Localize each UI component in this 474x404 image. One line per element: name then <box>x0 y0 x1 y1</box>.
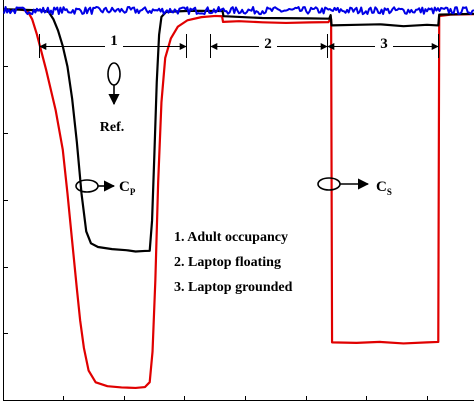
region-label-bg <box>259 34 277 52</box>
x-ticks <box>63 396 428 400</box>
cs-label-main: C <box>376 179 387 195</box>
cs-label: CS <box>376 179 392 197</box>
region-label-bg <box>105 31 123 49</box>
series-line-blue <box>3 6 474 16</box>
cp-ellipse <box>75 179 99 193</box>
cp-label: CP <box>119 179 136 197</box>
legend-line-3: 3. Laptop grounded <box>174 280 293 295</box>
ref-label: Ref. <box>100 120 125 135</box>
legend-line-2: 2. Laptop floating <box>174 255 281 270</box>
series-layer <box>3 6 474 390</box>
region-3-label: 3 <box>380 36 388 52</box>
cp-marker <box>75 179 116 193</box>
cs-marker <box>317 177 370 191</box>
ref-marker <box>107 62 121 106</box>
cs-ellipse <box>317 177 341 191</box>
series-line-red <box>3 8 474 390</box>
region-label-bg <box>375 34 393 52</box>
axes-frame <box>3 0 474 401</box>
cs-label-sub: S <box>387 187 392 197</box>
series-line-black <box>3 8 474 253</box>
cp-label-main: C <box>119 179 130 195</box>
ref-ellipse <box>107 62 121 86</box>
legend-line-1: 1. Adult occupancy <box>174 230 288 245</box>
cp-label-sub: P <box>130 187 136 197</box>
y-ticks <box>3 66 8 334</box>
region-1-label: 1 <box>110 33 118 49</box>
region-2-label: 2 <box>264 36 272 52</box>
